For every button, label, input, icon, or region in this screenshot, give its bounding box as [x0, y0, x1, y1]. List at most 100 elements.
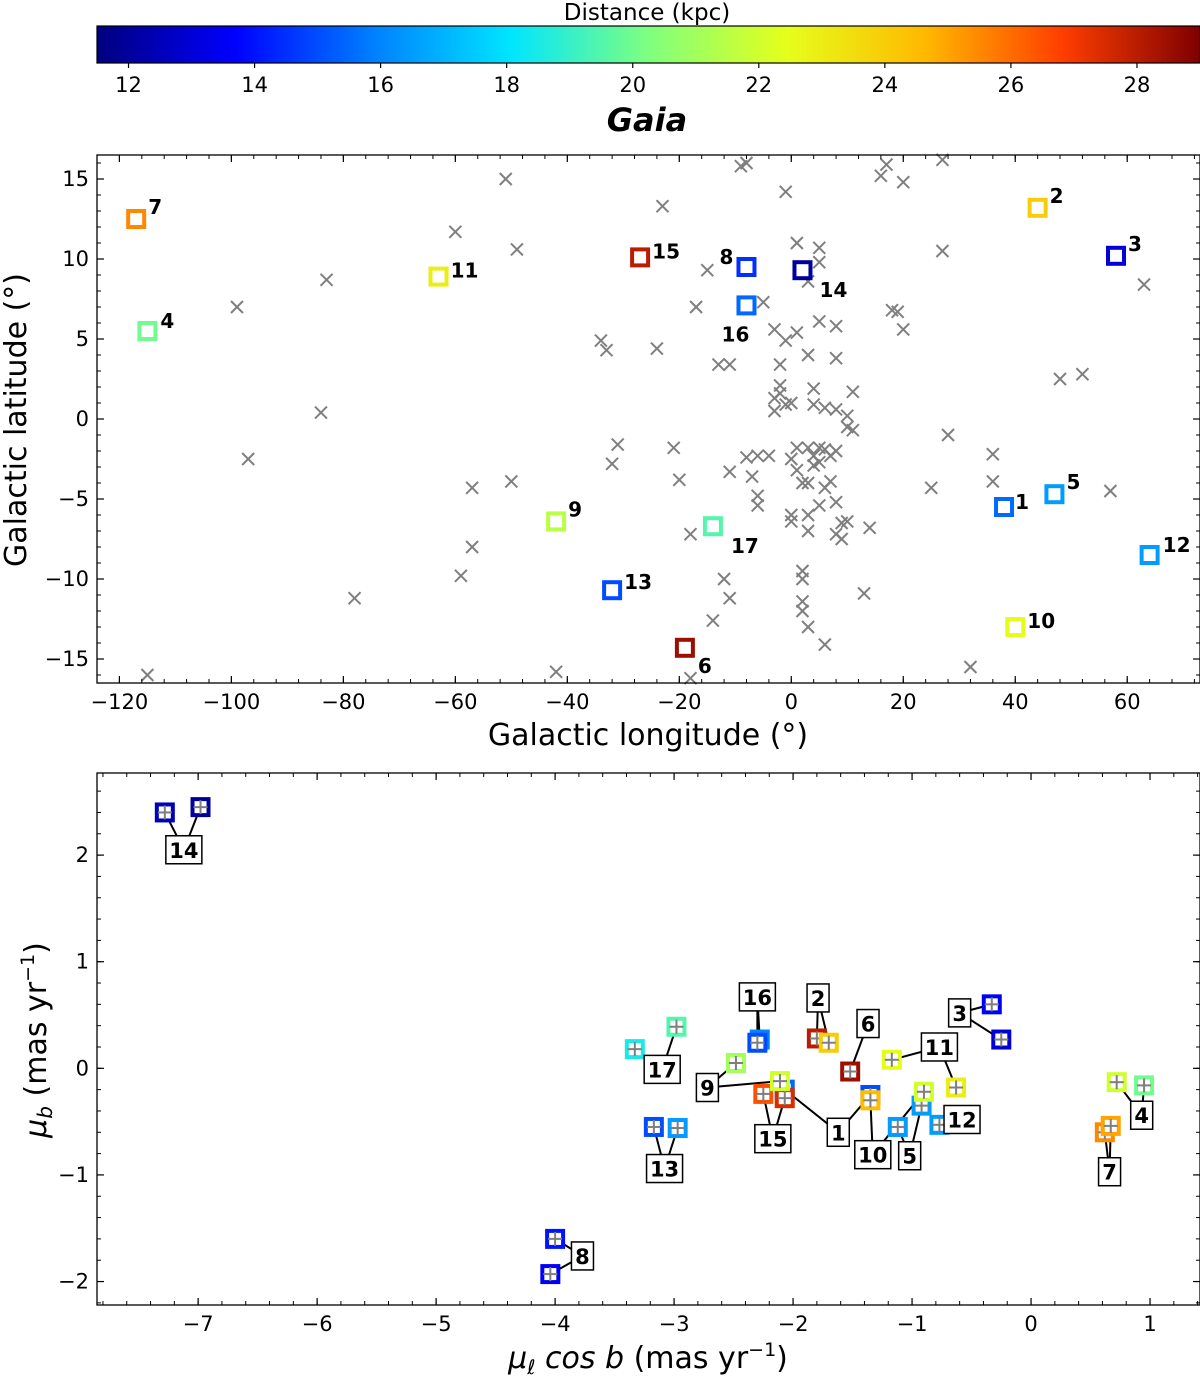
background-cross-marker — [756, 295, 770, 309]
background-cross-marker — [750, 489, 765, 503]
background-cross-marker — [823, 474, 838, 489]
pm-marker-7 — [1100, 1115, 1121, 1136]
pm-label-10: 10 — [854, 1139, 892, 1170]
gaia-label: Gaia — [607, 101, 687, 139]
background-cross-marker — [896, 322, 910, 337]
colorbar-ticks: 12 14 16 18 20 22 24 26 28 — [115, 63, 1150, 97]
background-cross-marker — [846, 385, 860, 399]
background-cross-marker — [784, 452, 798, 466]
background-cross-marker — [963, 660, 978, 674]
pm-marker-3 — [981, 994, 1002, 1015]
background-cross-marker — [829, 444, 843, 458]
pm-marker-15 — [753, 1083, 774, 1104]
x-tick-label: −80 — [321, 690, 365, 714]
x-tick-label: −20 — [657, 690, 701, 714]
svg-text:16: 16 — [743, 986, 772, 1010]
pm-marker-9 — [769, 1071, 790, 1092]
pm-label-7: 7 — [1097, 1156, 1122, 1187]
pm-marker-2 — [818, 1032, 839, 1053]
pm-label-13: 13 — [645, 1153, 684, 1184]
background-cross-marker — [790, 463, 804, 477]
background-cross-marker — [319, 273, 334, 287]
pm-marker-10 — [913, 1081, 934, 1102]
svg-text:10: 10 — [858, 1144, 887, 1168]
object-marker-9 — [546, 511, 567, 532]
colorbar-title: Distance (kpc) — [564, 0, 730, 26]
pm-label-3: 3 — [947, 998, 972, 1028]
x-tick-label: −6 — [302, 1312, 333, 1336]
x-tick-label: −60 — [433, 690, 477, 714]
background-cross-marker — [1137, 277, 1151, 292]
background-cross-marker — [829, 402, 843, 417]
object-marker-11 — [428, 266, 449, 287]
object-marker-13 — [602, 580, 623, 601]
object-label-8: 8 — [720, 245, 734, 269]
object-label-7: 7 — [148, 195, 162, 219]
background-cross-marker — [834, 532, 849, 546]
top-axes-frame — [96, 154, 1200, 684]
object-label-11: 11 — [451, 259, 479, 283]
background-cross-marker — [896, 175, 910, 189]
background-cross-marker — [840, 409, 854, 423]
background-cross-marker — [890, 305, 905, 319]
pm-label-16: 16 — [738, 982, 777, 1012]
background-cross-marker — [739, 450, 754, 465]
background-cross-marker — [801, 348, 815, 362]
pm-marker-11 — [946, 1077, 967, 1098]
x-tick-label: 1 — [1143, 1312, 1156, 1336]
y-tick-label: 10 — [62, 247, 89, 271]
top-y-axis-label: Galactic latitude (°) — [0, 273, 34, 567]
object-label-1: 1 — [1015, 490, 1029, 514]
background-cross-marker — [655, 199, 670, 213]
background-cross-marker — [784, 508, 798, 522]
pm-marker-8 — [545, 1228, 566, 1249]
y-tick-label: 0 — [76, 407, 89, 431]
object-marker-1 — [994, 497, 1015, 517]
background-cross-marker — [812, 241, 826, 255]
background-cross-marker — [818, 401, 832, 415]
colorbar-tick-label: 14 — [241, 73, 268, 97]
top-x-axis-label: Galactic longitude (°) — [488, 718, 808, 753]
x-tick-label: 60 — [1114, 690, 1141, 714]
background-cross-marker — [829, 319, 843, 333]
background-cross-marker — [806, 381, 821, 396]
background-cross-marker — [650, 341, 664, 356]
background-cross-marker — [941, 428, 955, 442]
object-label-9: 9 — [568, 497, 582, 521]
background-cross-marker — [784, 396, 798, 410]
background-cross-marker — [812, 255, 826, 269]
object-label-17: 17 — [731, 534, 759, 558]
object-label-16: 16 — [722, 322, 750, 346]
background-cross-marker — [778, 185, 793, 199]
x-tick-label: −4 — [540, 1312, 571, 1336]
svg-text:2: 2 — [811, 987, 826, 1011]
pm-label-5: 5 — [897, 1140, 922, 1171]
bottom-y-axis-label: μb (mas yr−1) — [17, 942, 57, 1139]
background-cross-marker — [790, 236, 804, 250]
background-cross-marker — [762, 449, 776, 463]
background-cross-marker — [986, 447, 1000, 461]
x-tick-label: 0 — [785, 690, 798, 714]
svg-text:4: 4 — [1134, 1104, 1149, 1128]
pm-label-1: 1 — [826, 1117, 851, 1148]
object-label-3: 3 — [1128, 232, 1142, 256]
object-marker-10 — [1005, 617, 1026, 637]
background-cross-marker — [750, 449, 765, 463]
x-tick-label: −3 — [659, 1312, 690, 1336]
object-marker-6 — [674, 637, 695, 658]
pm-label-9: 9 — [695, 1072, 720, 1103]
pm-label-8: 8 — [570, 1241, 595, 1271]
colorbar-tick-label: 16 — [367, 73, 394, 97]
background-cross-marker — [599, 343, 614, 357]
x-tick-label: −120 — [91, 690, 149, 714]
background-cross-marker — [857, 586, 871, 601]
background-cross-marker — [717, 572, 731, 586]
object-marker-3 — [1106, 245, 1127, 266]
background-cross-marker — [840, 514, 854, 529]
background-cross-marker — [722, 591, 737, 605]
pm-label-2: 2 — [806, 983, 830, 1013]
svg-text:6: 6 — [861, 1013, 876, 1037]
x-tick-label: 40 — [1002, 690, 1029, 714]
